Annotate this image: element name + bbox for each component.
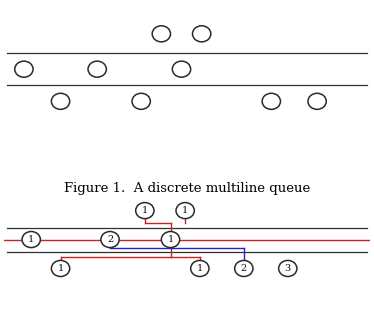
Circle shape <box>161 232 180 248</box>
Circle shape <box>176 203 194 219</box>
Circle shape <box>152 26 171 42</box>
Circle shape <box>101 232 119 248</box>
Circle shape <box>15 61 33 77</box>
Circle shape <box>51 260 70 277</box>
Text: 3: 3 <box>285 264 291 273</box>
Circle shape <box>132 93 150 109</box>
Text: 1: 1 <box>182 206 188 215</box>
Circle shape <box>193 26 211 42</box>
Text: 2: 2 <box>241 264 247 273</box>
Circle shape <box>262 93 280 109</box>
Circle shape <box>234 260 253 277</box>
Circle shape <box>51 93 70 109</box>
Circle shape <box>136 203 154 219</box>
Circle shape <box>88 61 106 77</box>
Text: Figure 1.  A discrete multiline queue: Figure 1. A discrete multiline queue <box>64 182 310 195</box>
Text: 1: 1 <box>168 235 174 244</box>
Text: 2: 2 <box>107 235 113 244</box>
Circle shape <box>279 260 297 277</box>
Text: 1: 1 <box>197 264 203 273</box>
Circle shape <box>308 93 326 109</box>
Text: 1: 1 <box>28 235 34 244</box>
Circle shape <box>172 61 191 77</box>
Circle shape <box>22 232 40 248</box>
Text: 1: 1 <box>58 264 64 273</box>
Circle shape <box>191 260 209 277</box>
Text: 1: 1 <box>142 206 148 215</box>
